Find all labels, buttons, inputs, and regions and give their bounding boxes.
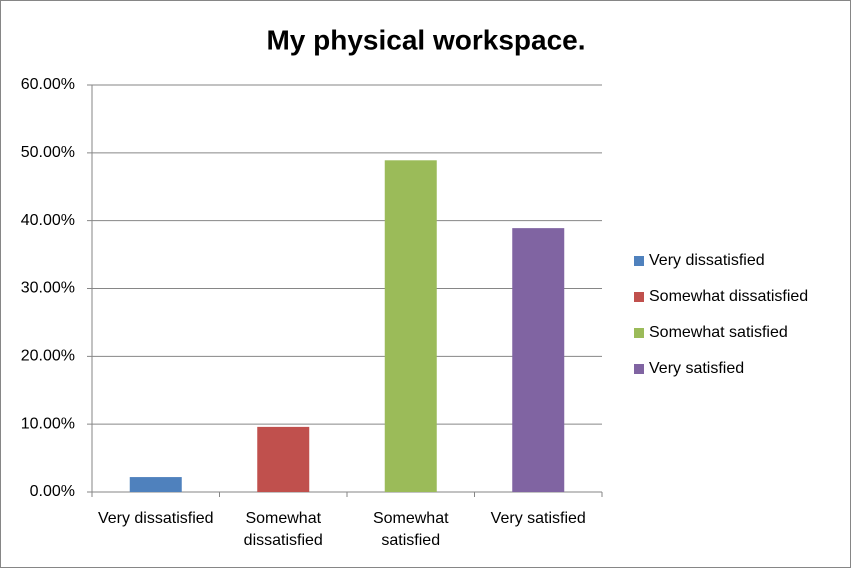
y-tick-label: 50.00% bbox=[21, 144, 75, 161]
y-tick-label: 0.00% bbox=[30, 483, 75, 500]
x-tick-label: Somewhat satisfied bbox=[372, 510, 449, 549]
legend-swatch bbox=[634, 328, 644, 338]
x-tick-label: Very satisfied bbox=[490, 510, 586, 527]
bar bbox=[384, 160, 437, 493]
legend-label: Very dissatisfied bbox=[649, 252, 765, 269]
legend-label: Very satisfied bbox=[649, 360, 744, 377]
bar bbox=[512, 228, 565, 492]
chart-title: My physical workspace. bbox=[266, 24, 585, 55]
x-tick-label: Somewhat dissatisfied bbox=[243, 510, 323, 549]
legend-swatch bbox=[634, 364, 644, 374]
y-tick-label: 40.00% bbox=[21, 212, 75, 229]
bar bbox=[129, 477, 182, 492]
legend-label: Somewhat satisfied bbox=[649, 324, 788, 341]
bar bbox=[257, 426, 310, 492]
x-tick-label: Very dissatisfied bbox=[97, 510, 214, 527]
y-tick-label: 60.00% bbox=[21, 76, 75, 93]
y-tick-label: 30.00% bbox=[21, 280, 75, 297]
y-tick-label: 20.00% bbox=[21, 348, 75, 365]
y-tick-label: 10.00% bbox=[21, 415, 75, 432]
legend-swatch bbox=[634, 292, 644, 302]
legend-swatch bbox=[634, 256, 644, 266]
legend-label: Somewhat dissatisfied bbox=[649, 288, 808, 305]
